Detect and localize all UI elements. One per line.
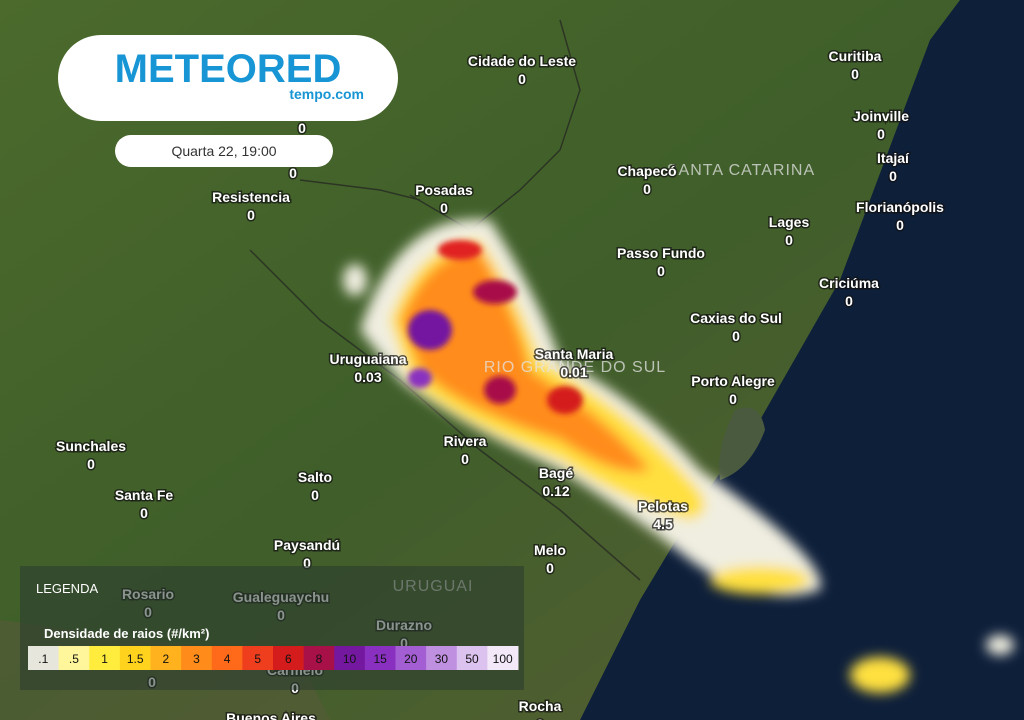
city-value: 0.01 — [560, 364, 587, 380]
city-name: Joinville — [853, 108, 909, 124]
city-name: Lages — [769, 214, 810, 230]
site: tempo.com — [289, 86, 364, 102]
scale-label: .1 — [38, 652, 48, 666]
city-value: 4.5 — [653, 516, 673, 532]
city-value: 0 — [657, 263, 665, 279]
city-value: 0.12 — [542, 483, 569, 499]
city-name: Passo Fundo — [617, 245, 705, 261]
city-value: 0 — [729, 391, 737, 407]
city-value: 0 — [311, 487, 319, 503]
city-value: 0 — [87, 456, 95, 472]
city-name: Paysandú — [274, 537, 340, 553]
scale-label: 50 — [465, 652, 479, 666]
city-name: Melo — [534, 542, 566, 558]
city-value: 0 — [289, 165, 297, 181]
city-name: Posadas — [415, 182, 473, 198]
city-name: Resistencia — [212, 189, 290, 205]
scale-swatch — [395, 646, 427, 670]
city-value: 0 — [298, 120, 306, 136]
scale-swatch — [456, 646, 488, 670]
region-label: SANTA CATARINA — [667, 162, 815, 179]
city-value: 0 — [845, 293, 853, 309]
scale-swatch — [181, 646, 213, 670]
city-name: Curitiba — [829, 48, 882, 64]
city-value: 0 — [303, 555, 311, 571]
logo: METEORED — [115, 47, 342, 91]
scale-label: 5 — [254, 652, 261, 666]
city-name: Caxias do Sul — [690, 310, 782, 326]
city-name: Cidade do Leste — [468, 53, 576, 69]
region-label: RIO GRANDE DO SUL — [484, 359, 666, 376]
city-name: Rivera — [444, 433, 487, 449]
city-value: 0 — [785, 232, 793, 248]
city-name: Rocha — [519, 698, 562, 714]
storm — [343, 219, 1014, 693]
city-value: 0 — [461, 451, 469, 467]
city-value: 0 — [643, 181, 651, 197]
city-value: 0 — [440, 200, 448, 216]
scale-swatch — [242, 646, 274, 670]
scale-swatch — [119, 646, 151, 670]
scale-swatch — [89, 646, 121, 670]
city-name: Santa Maria — [535, 346, 614, 362]
city-name: Florianópolis — [856, 199, 944, 215]
city-name: Porto Alegre — [691, 373, 775, 389]
scale-label: 6 — [285, 652, 292, 666]
scale-label: 4 — [224, 652, 231, 666]
city-name: Uruguaiana — [329, 351, 406, 367]
scale-swatch — [487, 646, 519, 670]
city-value: 0 — [851, 66, 859, 82]
city-name: Itajaí — [877, 150, 910, 166]
city-name: Buenos Aires — [226, 710, 316, 720]
city-value: 0 — [247, 207, 255, 223]
time-pill — [115, 135, 333, 167]
scale-label: 2 — [162, 652, 169, 666]
scale-label: 10 — [343, 652, 357, 666]
city-name: Pelotas — [638, 498, 688, 514]
city-value: 0 — [889, 168, 897, 184]
scale-label: 1 — [101, 652, 108, 666]
city-name: Criciúma — [819, 275, 879, 291]
scale-swatch — [150, 646, 182, 670]
city-value: 0 — [518, 71, 526, 87]
scale-swatch — [58, 646, 90, 670]
legend-title: LEGENDA — [36, 581, 98, 596]
scale-label: 20 — [404, 652, 418, 666]
timestamp: Quarta 22, 19:00 — [171, 143, 276, 159]
scale-label: 1.5 — [127, 652, 144, 666]
scale-label: .5 — [69, 652, 79, 666]
scale-label: 8 — [316, 652, 323, 666]
city-value: 0 — [896, 217, 904, 233]
city-value: 0 — [536, 716, 544, 720]
city-name: Sunchales — [56, 438, 126, 454]
city-name: Bagé — [539, 465, 573, 481]
scale-swatch — [364, 646, 396, 670]
city-value: 0 — [546, 560, 554, 576]
scale-label: 30 — [435, 652, 449, 666]
city-name: Santa Fe — [115, 487, 174, 503]
scale-label: 3 — [193, 652, 200, 666]
city-value: 0.03 — [354, 369, 381, 385]
city-value: 0 — [877, 126, 885, 142]
legend-subtitle: Densidade de raios (#/km²) — [44, 626, 209, 641]
logo-box — [58, 35, 398, 121]
city-value: 0 — [732, 328, 740, 344]
scale-swatch — [28, 646, 60, 670]
scale-swatch — [426, 646, 458, 670]
scale-swatch — [303, 646, 335, 670]
city-value: 0 — [140, 505, 148, 521]
city-name: Salto — [298, 469, 332, 485]
scale-swatch — [211, 646, 243, 670]
scale-label: 100 — [493, 652, 513, 666]
scale-label: 15 — [374, 652, 388, 666]
scale-swatch — [334, 646, 366, 670]
scale-swatch — [273, 646, 305, 670]
city-name: Chapecó — [617, 163, 676, 179]
